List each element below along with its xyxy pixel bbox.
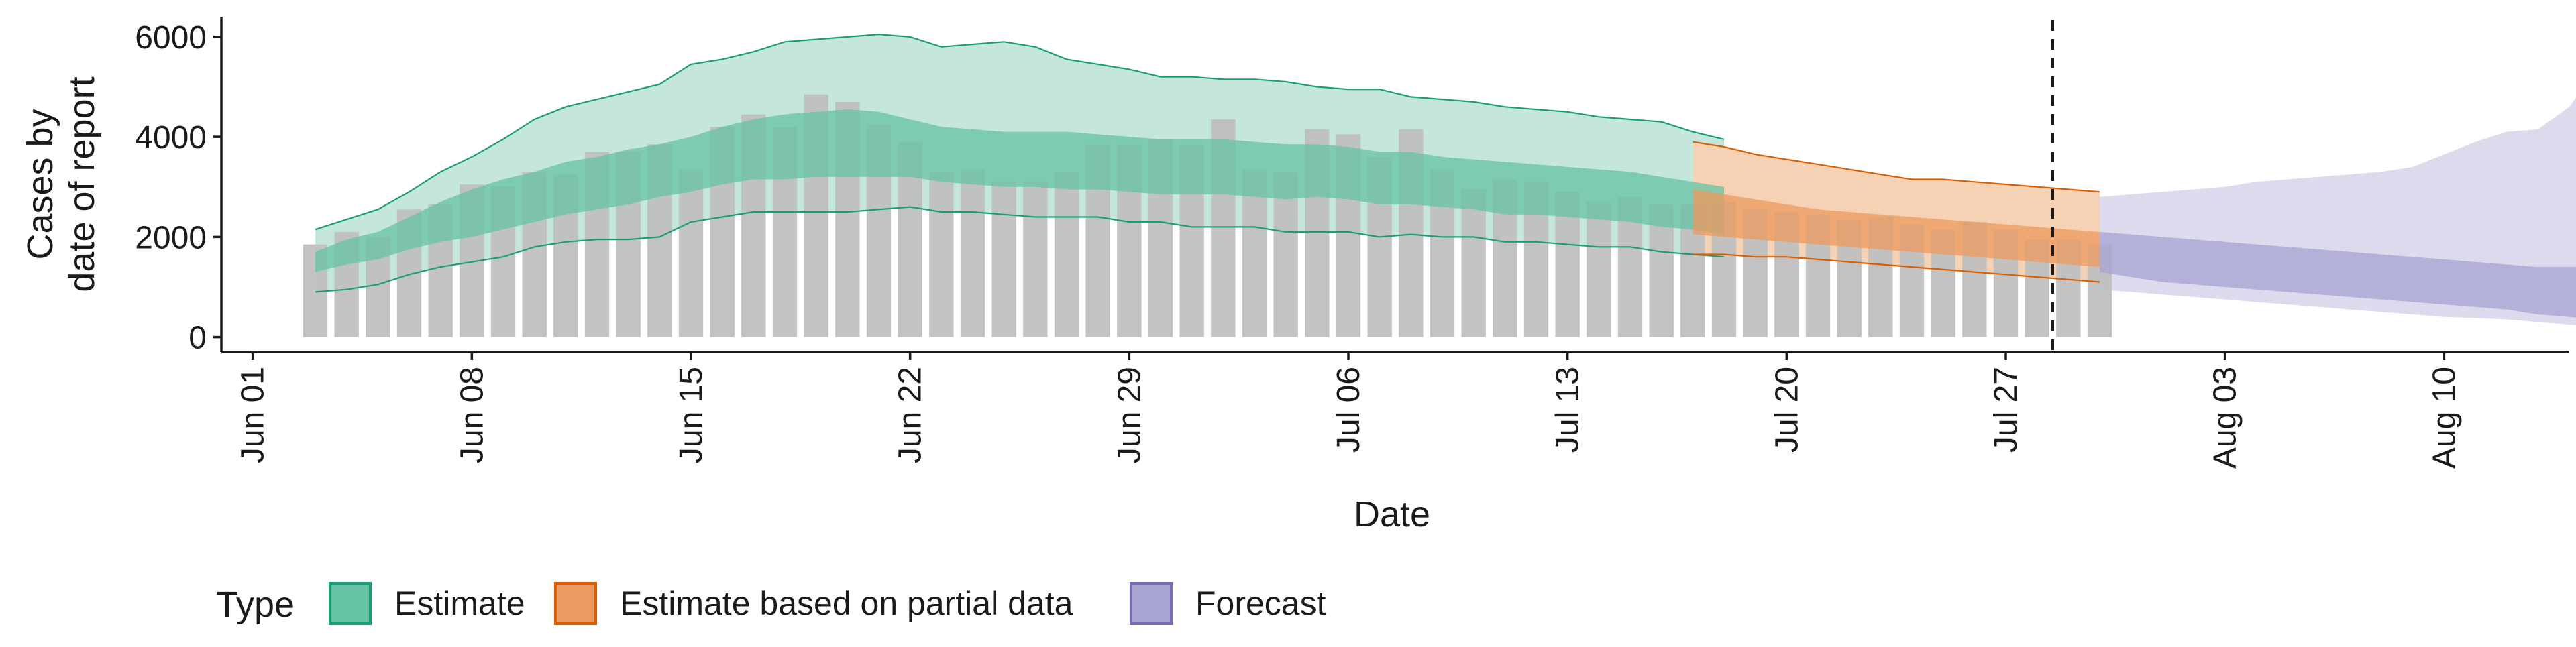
estimate-band-50: [315, 109, 1724, 272]
partial-band-50: [1693, 189, 2100, 268]
legend-swatch-forecast: [1130, 582, 1173, 625]
y-axis-title-line-1: Cases by: [20, 109, 60, 259]
y-tick-label: 2000: [135, 220, 207, 255]
reported-cases-bar: [678, 169, 704, 337]
reported-cases-bar: [1023, 182, 1048, 337]
x-tick-label: Jun 22: [893, 367, 928, 463]
legend-swatch-partial: [554, 582, 597, 625]
x-tick-label: Jul 27: [1988, 367, 2024, 453]
legend-title: Type: [216, 585, 294, 625]
legend-swatch-estimate: [329, 582, 372, 625]
inner-interval-bands-layer: [315, 109, 2576, 318]
x-tick-label: Aug 10: [2426, 367, 2462, 469]
interval-lines-layer: [315, 33, 2100, 293]
partial-upper-90-line: [1693, 141, 2100, 193]
forecast-band-50: [2100, 231, 2576, 318]
estimate-upper-90-line: [315, 33, 1725, 231]
x-axis-title: Date: [1354, 494, 1430, 534]
y-axis-title: Cases by date of report: [20, 76, 102, 292]
partial-lower-90-line: [1693, 253, 2100, 283]
legend-label-forecast: Forecast: [1195, 585, 1326, 622]
x-tick-label: Aug 03: [2208, 367, 2243, 469]
reported-cases-bar: [1461, 189, 1486, 337]
legend-label-partial: Estimate based on partial data: [620, 585, 1073, 622]
reported-cases-bar: [960, 169, 985, 337]
legend-label-estimate: Estimate: [394, 585, 525, 622]
reported-cases-bar: [929, 172, 954, 337]
x-tick-label: Jul 06: [1331, 367, 1366, 453]
y-tick-label: 6000: [135, 20, 207, 56]
estimate-lower-90-line: [315, 206, 1725, 293]
x-tick-label: Jun 08: [454, 367, 490, 463]
x-tick-label: Jul 13: [1550, 367, 1586, 453]
y-axis-title-line-2: date of report: [62, 76, 102, 292]
axes-layer: 0 2000 4000 6000 Jun 01 Jun 08 Jun 15 Jun 22 Jun…: [135, 17, 2569, 469]
x-tick-label: Jun 01: [235, 367, 271, 463]
x-tick-label: Jul 20: [1769, 367, 1805, 453]
legend: Type Estimate Estimate based on partial …: [216, 582, 1326, 625]
y-tick-label: 0: [189, 320, 207, 356]
y-tick-label: 4000: [135, 120, 207, 156]
x-tick-label: Jun 29: [1112, 367, 1147, 463]
reported-cases-bar: [1054, 172, 1079, 337]
reported-cases-bar: [991, 182, 1016, 337]
x-tick-label: Jun 15: [674, 367, 709, 463]
reported-cases-bar: [1587, 202, 1611, 337]
